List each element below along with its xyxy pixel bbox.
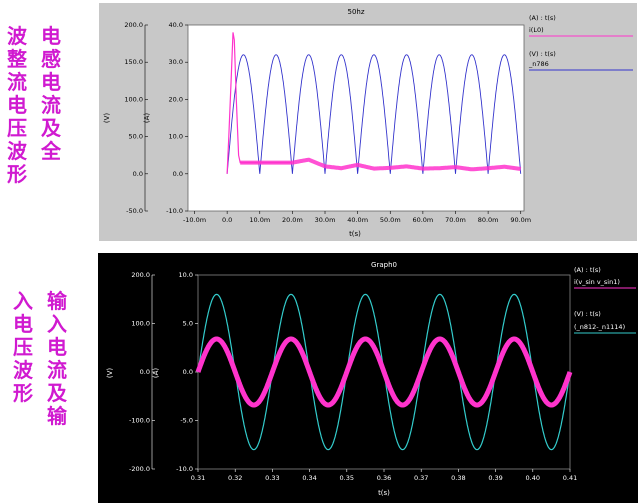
y-tick-label: -5.0 xyxy=(180,417,193,425)
x-tick-label: 30.0m xyxy=(315,216,336,224)
top-chart: 50hz 200.0 150.0 100.0 50.0 0.0 -50.0 40.0 30.… xyxy=(99,3,637,241)
bottom-chart-title: Graph0 xyxy=(371,261,397,269)
top-series-current-line xyxy=(226,32,293,174)
y-tick-label: -100.0 xyxy=(129,417,150,425)
bottom-legend-a-header: (A) : t(s) xyxy=(574,266,601,274)
top-chart-title: 50hz xyxy=(347,8,364,16)
x-tick-label: 0.33 xyxy=(265,474,279,482)
y-tick-label: 200.0 xyxy=(124,21,143,29)
x-tick-label: 90.0m xyxy=(510,216,531,224)
x-tick-label: -10.0m xyxy=(183,216,206,224)
x-tick-label: 0.34 xyxy=(302,474,316,482)
x-tick-label: 0.37 xyxy=(414,474,428,482)
top-x-axis: -10.0m 0.0 10.0m 20.0m 30.0m 40.0m 50.0m 60.0m 7… xyxy=(183,211,531,224)
x-tick-label: 50.0m xyxy=(380,216,401,224)
y-tick-label: -200.0 xyxy=(129,465,150,473)
top-caption-col2: 波整流电压波形 xyxy=(6,25,28,186)
y-tick-label: -50.0 xyxy=(126,207,143,215)
bottom-series-current-line xyxy=(195,336,573,408)
top-series-voltage-line xyxy=(226,54,522,174)
y-tick-label: -10.0 xyxy=(176,465,193,473)
x-tick-label: 0.40 xyxy=(526,474,540,482)
x-tick-label: 0.31 xyxy=(191,474,205,482)
top-yv-label: (V) xyxy=(103,113,111,124)
x-tick-label: 0.0 xyxy=(222,216,232,224)
x-tick-label: 60.0m xyxy=(412,216,433,224)
x-tick-label: 0.38 xyxy=(451,474,465,482)
top-legend-a-header: (A) : t(s) xyxy=(529,14,556,22)
y-tick-label: 10.0 xyxy=(179,271,193,279)
x-tick-label: 0.36 xyxy=(377,474,391,482)
x-tick-label: 0.39 xyxy=(488,474,502,482)
y-tick-label: 0.0 xyxy=(140,368,150,376)
bottom-legend-v-header: (V) : t(s) xyxy=(574,310,601,318)
bottom-caption-col1: 输入电流及输 xyxy=(46,290,68,428)
y-tick-label: 50.0 xyxy=(129,133,143,141)
x-tick-label: 40.0m xyxy=(347,216,368,224)
top-caption-col2-text: 波整流电压波形 xyxy=(7,24,27,186)
bottom-caption-col2-text: 入电压波形 xyxy=(13,289,33,405)
y-tick-label: 0.0 xyxy=(173,170,183,178)
top-x-label: t(s) xyxy=(349,230,361,238)
bottom-caption-col2: 入电压波形 xyxy=(12,290,34,405)
y-tick-label: 10.0 xyxy=(169,133,183,141)
x-tick-label: 10.0m xyxy=(249,216,270,224)
y-tick-label: 0.0 xyxy=(183,368,193,376)
bottom-legend-a-name: i(v_sin v_sin1) xyxy=(574,278,620,286)
x-tick-label: 0.35 xyxy=(340,474,354,482)
top-caption-col1: 电感电流及全 xyxy=(40,25,62,163)
bottom-ya-label: (A) xyxy=(152,368,160,379)
y-tick-label: 150.0 xyxy=(124,58,143,66)
y-tick-label: 5.0 xyxy=(183,320,193,328)
y-tick-label: 30.0 xyxy=(169,58,183,66)
x-tick-label: 0.41 xyxy=(563,474,577,482)
x-tick-label: 20.0m xyxy=(282,216,303,224)
bottom-x-label: t(s) xyxy=(378,489,390,497)
bottom-yv-label: (V) xyxy=(106,368,114,379)
bottom-yv-axis: 200.0 100.0 0.0 -100.0 -200.0 xyxy=(129,271,155,473)
top-caption-col1-text: 电感电流及全 xyxy=(41,24,61,163)
bottom-chart: Graph0 200.0 100.0 0.0 -100.0 -200.0 10.0 5.0… xyxy=(98,253,638,503)
top-series-current-ripple xyxy=(240,157,522,172)
y-tick-label: 100.0 xyxy=(124,95,143,103)
top-ya-axis: 40.0 30.0 20.0 10.0 0.0 -10.0 xyxy=(166,21,188,215)
y-tick-label: -10.0 xyxy=(166,207,183,215)
y-tick-label: 200.0 xyxy=(131,271,150,279)
x-tick-label: 70.0m xyxy=(445,216,466,224)
x-tick-label: 80.0m xyxy=(478,216,499,224)
top-legend-v-header: (V) : t(s) xyxy=(529,50,556,58)
x-tick-label: 0.32 xyxy=(228,474,242,482)
top-yv-axis: 200.0 150.0 100.0 50.0 0.0 -50.0 xyxy=(124,21,148,215)
top-ya-label: (A) xyxy=(143,113,151,124)
bottom-ya-axis: 10.0 5.0 0.0 -5.0 -10.0 xyxy=(176,271,198,473)
bottom-caption-col1-text: 输入电流及输 xyxy=(47,289,67,428)
y-tick-label: 20.0 xyxy=(169,95,183,103)
top-legend-v-name: _n786 xyxy=(528,60,549,68)
y-tick-label: 0.0 xyxy=(133,170,143,178)
bottom-x-axis: 0.31 0.32 0.33 0.34 0.35 0.36 0.37 0.38 0.39 0.40… xyxy=(191,469,577,482)
top-plot-area xyxy=(187,24,525,212)
y-tick-label: 40.0 xyxy=(169,21,183,29)
y-tick-label: 100.0 xyxy=(131,320,150,328)
bottom-legend-v-name: (_n812-_n1114) xyxy=(574,323,625,331)
top-legend-a-name: i(L0) xyxy=(529,26,544,34)
